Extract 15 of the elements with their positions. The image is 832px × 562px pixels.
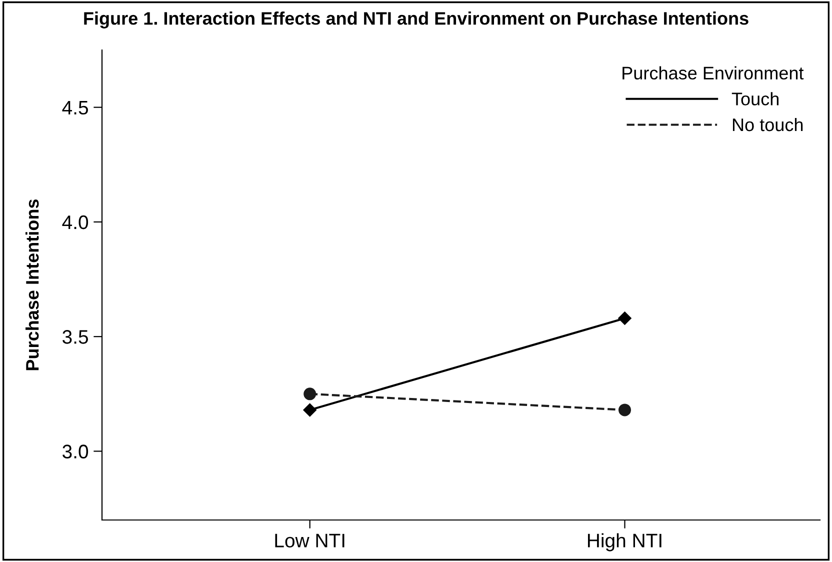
point	[303, 403, 316, 417]
text: Touch	[732, 92, 778, 106]
chart-title: Figure 1. Interaction Effects and NTI and Environment on Purchase Intentions	[84, 12, 748, 28]
point	[618, 312, 632, 325]
y-axis-title: Purchase Intentions	[26, 199, 39, 370]
text: No touch	[732, 118, 803, 132]
x-tick-label: High NTI	[588, 533, 662, 552]
point	[618, 404, 632, 416]
y-tick-label: 3.5	[62, 330, 88, 344]
y-tick-label: 4.5	[62, 100, 88, 115]
y-tick-label: 4.0	[62, 215, 88, 230]
legend-title: Purchase Environment	[622, 66, 804, 80]
y-tick-label: 3.0	[62, 444, 88, 458]
point	[304, 388, 316, 400]
x-tick-label: Low NTI	[275, 534, 344, 548]
